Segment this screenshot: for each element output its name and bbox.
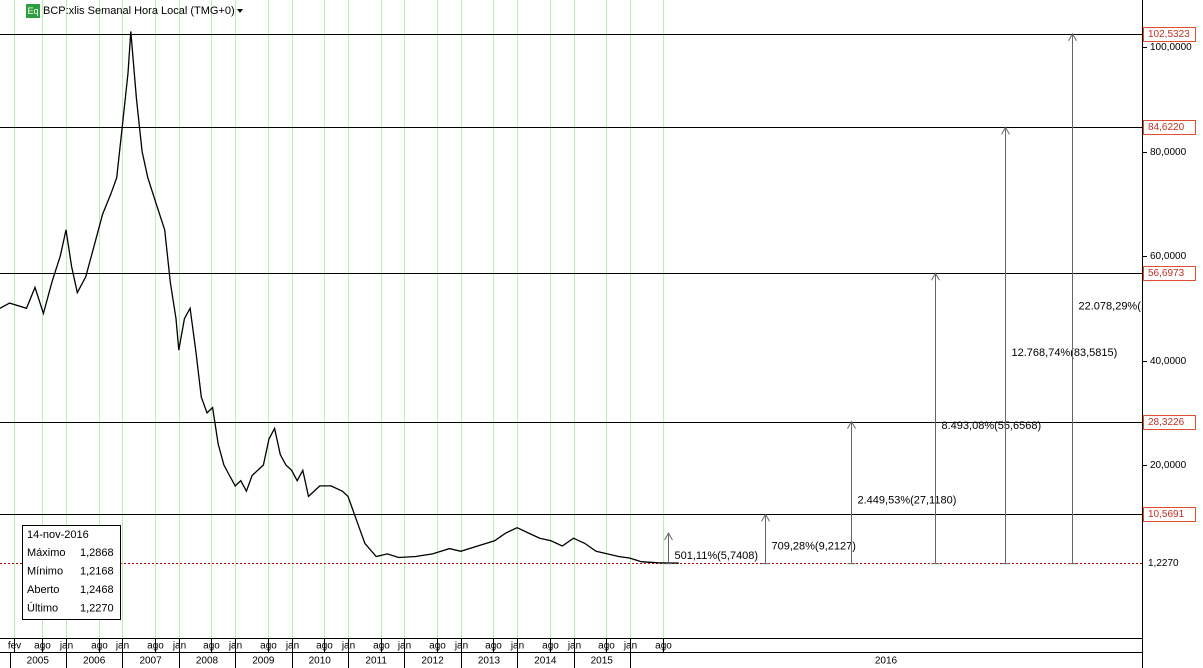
x-tick-label: ago — [655, 641, 672, 652]
x-tick-label: ago — [34, 641, 51, 652]
chart-title: BCP:xlis Semanal Hora Local (TMG+0) — [43, 5, 235, 17]
x-tick-label: jan — [454, 641, 468, 652]
x-tick-label: fev — [8, 641, 21, 652]
title-dropdown[interactable] — [237, 9, 243, 13]
level-label-box — [1143, 507, 1196, 522]
plot-area: 501,11%(5,7408) 709,28%(9,2127) 2.449,53%(… — [0, 0, 1148, 638]
year-label: 2013 — [478, 656, 501, 667]
info-key: Aberto — [27, 584, 59, 596]
x-tick-label: jan — [510, 641, 524, 652]
arrow-head — [1001, 126, 1010, 135]
arrow-head — [847, 420, 856, 429]
year-label: 2015 — [591, 656, 614, 667]
x-tick-label: jan — [59, 641, 73, 652]
measure-label: 501,11%(5,7408) — [675, 550, 759, 562]
year-label: 2016 — [875, 656, 898, 667]
x-tick-label: ago — [598, 641, 615, 652]
year-label: 2014 — [534, 656, 557, 667]
level-label: 28,3226 — [1148, 417, 1185, 428]
info-key: Último — [27, 601, 58, 614]
x-tick-label: ago — [316, 641, 333, 652]
level-label: 10,5691 — [1148, 509, 1185, 520]
level-label: 102,5323 — [1148, 29, 1190, 40]
price-line — [0, 31, 680, 564]
y-tick-label: 60,0000 — [1150, 251, 1187, 262]
year-label: 2009 — [252, 656, 275, 667]
info-value: 1,2868 — [80, 547, 114, 559]
level-label-box — [1143, 120, 1196, 135]
info-key: Mínimo — [27, 565, 63, 577]
year-label: 2005 — [27, 656, 50, 667]
year-label: 2007 — [139, 656, 162, 667]
y-tick-label: 40,0000 — [1150, 356, 1187, 367]
year-label: 2006 — [83, 656, 106, 667]
x-tick-label: jan — [115, 641, 129, 652]
level-label-box — [1143, 415, 1196, 430]
x-tick-label: ago — [91, 641, 108, 652]
arrow-head — [931, 272, 940, 281]
year-label: 2012 — [421, 656, 444, 667]
measure-label: 8.493,08%(55,6568) — [942, 420, 1042, 432]
year-label: 2010 — [309, 656, 332, 667]
x-tick-label: jan — [341, 641, 355, 652]
x-tick-label: ago — [260, 641, 277, 652]
level-label: 56,6973 — [1148, 268, 1185, 279]
measure-label: 12.768,74%(83,5815) — [1012, 347, 1118, 359]
info-date: 14-nov-2016 — [27, 529, 89, 541]
x-tick-label: ago — [373, 641, 390, 652]
arrow-head — [761, 513, 770, 522]
x-tick-label: jan — [228, 641, 242, 652]
x-tick-label: ago — [485, 641, 502, 652]
info-box: 14-nov-2016 Máximo 1,2868 Mínimo 1,2168 Abert… — [22, 525, 121, 620]
year-label: 2008 — [196, 656, 219, 667]
last-price-box — [1143, 556, 1196, 571]
last-price-label: 1,2270 — [1148, 558, 1179, 569]
info-value: 1,2468 — [80, 584, 114, 596]
x-tick-label: jan — [285, 641, 299, 652]
x-tick-label: jan — [567, 641, 581, 652]
arrow-head — [664, 532, 673, 541]
x-tick-label: jan — [623, 641, 637, 652]
x-tick-label: ago — [542, 641, 559, 652]
y-tick-label: 100,0000 — [1150, 42, 1192, 53]
level-label: 84,6220 — [1148, 122, 1185, 133]
info-value: 1,2270 — [80, 602, 114, 614]
arrow-head — [1068, 32, 1077, 42]
y-tick-label: 20,0000 — [1150, 460, 1187, 471]
x-tick-label: ago — [147, 641, 164, 652]
measure-label: 2.449,53%(27,1180) — [858, 494, 957, 506]
measure-label: 709,28%(9,2127) — [772, 541, 856, 553]
y-tick-label: 80,0000 — [1150, 147, 1187, 158]
measure-label: 22.078,29%(1 — [1079, 300, 1148, 312]
eq-badge-text: Eq — [27, 6, 38, 16]
level-label-box — [1143, 27, 1196, 42]
x-tick-label: jan — [397, 641, 411, 652]
year-label: 2011 — [365, 656, 387, 667]
info-value: 1,2168 — [80, 565, 114, 577]
info-key: Máximo — [27, 547, 66, 559]
eq-badge — [26, 4, 40, 18]
x-tick-label: ago — [429, 641, 446, 652]
x-tick-label: jan — [172, 641, 186, 652]
x-tick-label: ago — [203, 641, 220, 652]
level-label-box — [1143, 266, 1196, 281]
